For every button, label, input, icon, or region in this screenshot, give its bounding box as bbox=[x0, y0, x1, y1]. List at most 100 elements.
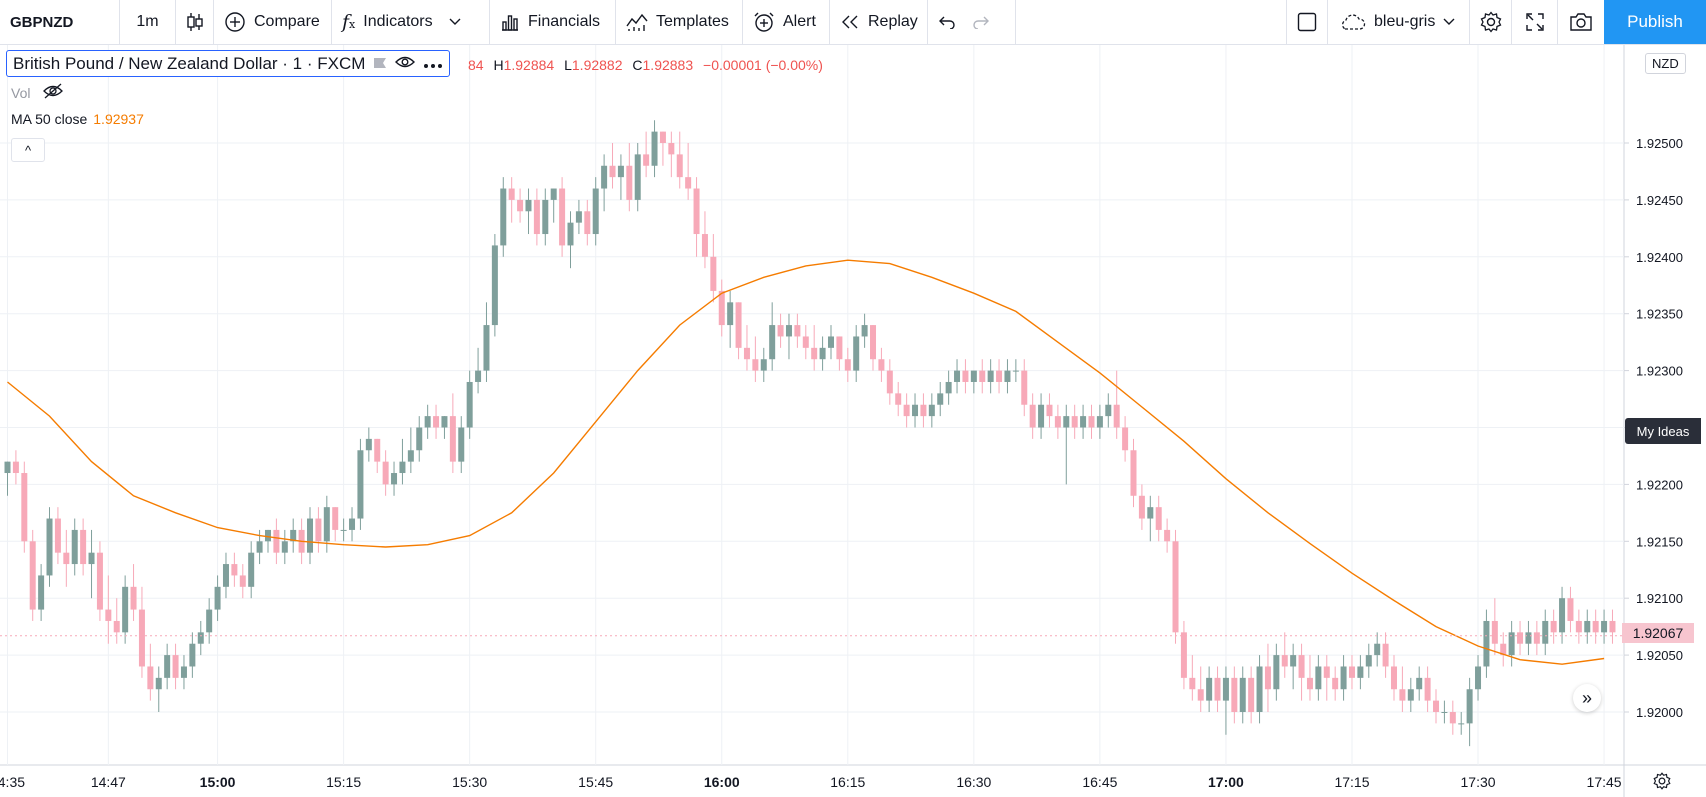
candle-body bbox=[1365, 655, 1372, 667]
candle-body bbox=[853, 336, 860, 371]
candle-body bbox=[912, 404, 919, 417]
candle-body bbox=[1172, 541, 1179, 633]
candle-body bbox=[1290, 655, 1297, 667]
layout-menu-button[interactable]: bleu-gris bbox=[1328, 0, 1470, 44]
bar-chart-icon bbox=[500, 12, 520, 32]
candle-body bbox=[928, 404, 935, 417]
candle-body bbox=[685, 177, 692, 189]
y-tick-label: 1.92500 bbox=[1636, 136, 1683, 151]
candle-body bbox=[1189, 677, 1196, 690]
candle-body bbox=[920, 404, 927, 417]
financials-button[interactable]: Financials bbox=[490, 0, 616, 44]
candle-body bbox=[281, 541, 288, 553]
templates-icon bbox=[626, 12, 648, 32]
candle-body bbox=[1138, 495, 1145, 519]
candle-body bbox=[449, 416, 456, 462]
candle-body bbox=[802, 336, 809, 348]
candle-body bbox=[1332, 677, 1339, 690]
candle-body bbox=[458, 427, 465, 462]
plus-circle-icon bbox=[224, 11, 246, 33]
snapshot-button[interactable] bbox=[1558, 0, 1604, 44]
candle-body bbox=[575, 211, 582, 223]
candle-body bbox=[1214, 677, 1221, 701]
indicators-button[interactable]: fx Indicators bbox=[332, 0, 490, 44]
chart-area[interactable]: 1.920001.920501.921001.921501.922001.922… bbox=[0, 45, 1706, 797]
ma-value: 1.92937 bbox=[93, 111, 144, 127]
candle-body bbox=[601, 165, 608, 189]
templates-button[interactable]: Templates bbox=[616, 0, 743, 44]
candle-body bbox=[231, 564, 238, 576]
candle-body bbox=[979, 370, 986, 382]
y-tick-label: 1.92050 bbox=[1636, 648, 1683, 663]
axis-settings-button[interactable] bbox=[1650, 771, 1674, 795]
collapse-legend-button[interactable]: ^ bbox=[11, 138, 45, 162]
undo-icon[interactable] bbox=[938, 15, 956, 29]
settings-button[interactable] bbox=[1470, 0, 1512, 44]
compare-button[interactable]: Compare bbox=[214, 0, 332, 44]
replay-label: Replay bbox=[868, 13, 918, 30]
candle-body bbox=[760, 359, 767, 371]
candle-body bbox=[735, 302, 742, 348]
candle-body bbox=[46, 518, 53, 576]
eye-off-icon[interactable] bbox=[42, 83, 64, 102]
candle-body bbox=[659, 131, 666, 143]
symbol-legend[interactable]: British Pound / New Zealand Dollar · 1 ·… bbox=[6, 50, 451, 77]
financials-label: Financials bbox=[528, 13, 601, 30]
more-icon[interactable] bbox=[423, 54, 443, 74]
ma-legend[interactable]: MA 50 close 1.92937 bbox=[11, 111, 144, 127]
candle-body bbox=[399, 461, 406, 474]
candle-body bbox=[617, 165, 624, 178]
y-tick-label: 1.92100 bbox=[1636, 591, 1683, 606]
interval-button[interactable]: 1m bbox=[120, 0, 176, 44]
candle-body bbox=[1096, 416, 1103, 428]
scroll-to-realtime-button[interactable]: » bbox=[1573, 684, 1601, 712]
high-key: H bbox=[493, 57, 504, 73]
candle-body bbox=[483, 325, 490, 371]
candle-body bbox=[542, 199, 549, 235]
candle-body bbox=[1004, 370, 1011, 382]
candle-body bbox=[4, 461, 11, 474]
candle-body bbox=[651, 131, 658, 166]
candle-body bbox=[256, 541, 263, 553]
candle-body bbox=[1475, 666, 1482, 690]
currency-badge[interactable]: NZD bbox=[1645, 53, 1686, 74]
candle-body bbox=[130, 586, 137, 610]
candle-body bbox=[1517, 632, 1524, 644]
x-tick-label: 14:35 bbox=[0, 774, 25, 790]
symbol-search-button[interactable]: GBPNZD bbox=[0, 0, 120, 44]
x-tick-label: 16:15 bbox=[830, 774, 865, 790]
candle-body bbox=[29, 541, 36, 610]
volume-legend[interactable]: Vol bbox=[11, 83, 64, 102]
eye-icon[interactable] bbox=[395, 54, 416, 74]
candle-body bbox=[248, 552, 255, 587]
candle-body bbox=[1441, 712, 1448, 713]
price-chart[interactable]: 1.920001.920501.921001.921501.922001.922… bbox=[0, 45, 1706, 797]
alert-button[interactable]: Alert bbox=[743, 0, 830, 44]
candle-body bbox=[365, 438, 372, 451]
replay-button[interactable]: Replay bbox=[830, 0, 928, 44]
candle-body bbox=[264, 529, 271, 542]
publish-button[interactable]: Publish bbox=[1604, 0, 1706, 44]
candle-body bbox=[1080, 416, 1087, 428]
expand-icon bbox=[1525, 12, 1545, 32]
candle-body bbox=[1130, 450, 1137, 496]
candle-body bbox=[743, 347, 750, 360]
redo-icon[interactable] bbox=[972, 15, 990, 29]
chevron-down-icon bbox=[449, 18, 461, 26]
flag-icon[interactable] bbox=[373, 54, 387, 74]
candle-body bbox=[1063, 416, 1070, 428]
fullscreen-button[interactable] bbox=[1512, 0, 1558, 44]
candle-body bbox=[382, 461, 389, 485]
candle-body bbox=[500, 188, 507, 246]
candle-body bbox=[138, 609, 145, 667]
layout-name: bleu-gris bbox=[1374, 13, 1436, 30]
candle-body bbox=[1533, 632, 1540, 644]
candle-body bbox=[945, 381, 952, 394]
layout-square-button[interactable] bbox=[1286, 0, 1328, 44]
chart-type-button[interactable] bbox=[176, 0, 214, 44]
my-ideas-button[interactable]: My Ideas bbox=[1625, 418, 1701, 444]
candle-body bbox=[676, 154, 683, 178]
y-tick-label: 1.92400 bbox=[1636, 250, 1683, 265]
candle-body bbox=[1374, 643, 1381, 656]
candle-body bbox=[710, 256, 717, 291]
